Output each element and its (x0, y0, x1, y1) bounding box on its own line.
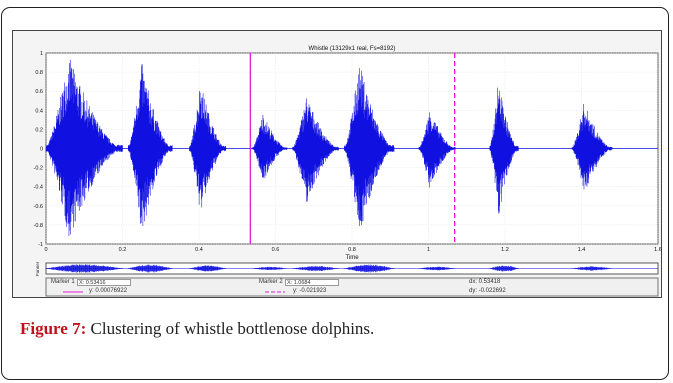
x-tick-label: 1.6 (654, 247, 662, 253)
waveform-burst-1 (45, 59, 123, 237)
x-axis: 0 0.2 0.4 0.6 0.8 1 1.2 1.4 1.6 (44, 247, 661, 253)
panner-burst-3 (189, 265, 227, 272)
y-tick-label: -0.2 (34, 166, 43, 172)
panner-burst-9 (571, 266, 613, 271)
x-axis-label: Time (345, 255, 359, 261)
marker2-x-field[interactable]: X: 1.0684 (285, 279, 339, 286)
waveform-burst-9 (571, 104, 613, 190)
caption-label: Figure 7: (20, 319, 87, 338)
y-tick-label: 0.6 (35, 89, 43, 95)
y-tick-label: 0 (40, 147, 43, 153)
panner-burst-8 (489, 265, 519, 272)
waveform-burst-3 (189, 90, 227, 208)
marker2-label: Marker 2 (259, 279, 283, 285)
y-tick-label: -0.4 (34, 185, 43, 191)
figure-caption: Figure 7: Clustering of whistle bottleno… (20, 319, 374, 339)
y-tick-label: 0.8 (35, 70, 43, 76)
y-tick-label: -1 (38, 242, 43, 248)
panner-burst-1 (45, 264, 123, 273)
waveform-chart: 1 0.8 0.6 0.4 0.2 0 -0.2 -0.4 -0.6 -0.8 -1 0 0.2 0.4… (34, 46, 662, 297)
caption-text: Clustering of whistle bottlenose dolphin… (86, 319, 375, 338)
figure-panel: 1 0.8 0.6 0.4 0.2 0 -0.2 -0.4 -0.6 -0.8 -1 0 0.2 0.4… (12, 30, 662, 298)
x-tick-label: 0 (44, 247, 47, 253)
panner-burst-2 (127, 264, 173, 273)
waveform-series (45, 59, 658, 237)
x-tick-label: 0.6 (272, 247, 280, 253)
marker1-label: Marker 1 (51, 279, 75, 285)
waveform-burst-8 (489, 87, 519, 214)
panner-burst-4 (252, 266, 288, 271)
y-axis: 1 0.8 0.6 0.4 0.2 0 -0.2 -0.4 -0.6 -0.8 -1 (34, 51, 43, 248)
chart-title: Whistle (13129x1 real, Fs=8192) (309, 46, 396, 52)
cursor-circle (387, 146, 393, 152)
x-tick-label: 1.4 (578, 247, 586, 253)
x-tick-label: 0.8 (348, 247, 356, 253)
panner-burst-7 (418, 266, 456, 271)
x-tick-label: 0.4 (195, 247, 203, 253)
waveform-burst-6 (344, 68, 395, 226)
waveform-burst-5 (292, 98, 339, 202)
y-tick-label: -0.6 (34, 204, 43, 210)
x-tick-label: 1 (427, 247, 430, 253)
panner-burst-6 (344, 264, 395, 273)
y-tick-label: -0.8 (34, 223, 43, 229)
waveform-burst-7 (418, 112, 456, 188)
y-tick-label: 1 (40, 51, 43, 57)
marker1-x-field[interactable]: X: 0.53416 (77, 279, 131, 286)
dx-readout: dx: 0.53418 (469, 279, 501, 285)
marker-lines (249, 53, 456, 244)
x-tick-label: 0.2 (119, 247, 127, 253)
marker1-y-value: y: 0.00076922 (89, 288, 128, 294)
waveform-burst-4 (252, 114, 288, 179)
panner-waveform (45, 264, 658, 273)
panner-burst-5 (292, 266, 339, 272)
y-tick-label: 0.4 (35, 108, 43, 114)
marker2-y-value: y: -0.021923 (293, 288, 327, 294)
dy-readout: dy: -0.022692 (469, 288, 506, 294)
marker-readout-box (45, 277, 659, 297)
y-tick-label: 0.2 (35, 127, 43, 133)
panner-label: Panner (35, 261, 40, 276)
waveform-burst-2 (127, 64, 173, 227)
x-tick-label: 1.2 (501, 247, 509, 253)
